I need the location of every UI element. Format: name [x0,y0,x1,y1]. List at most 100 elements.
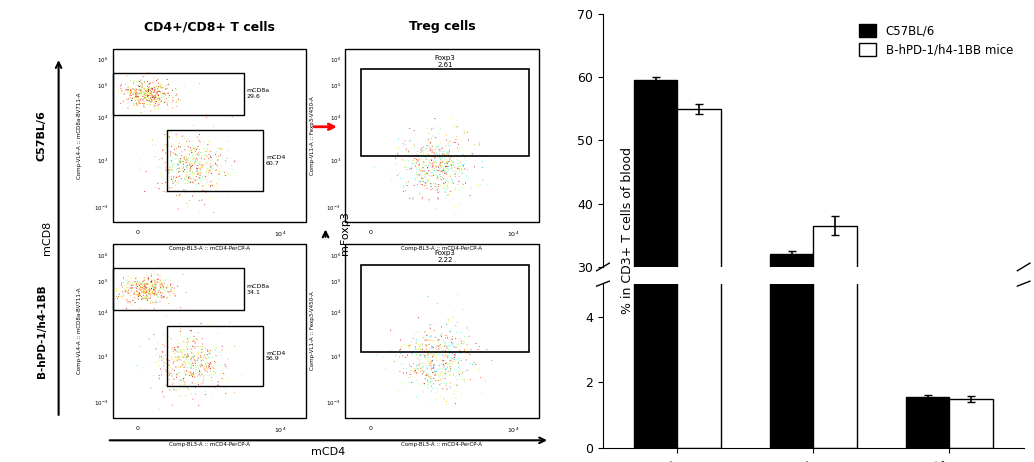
Point [219,190,236,198]
Point [225,82,242,90]
Point [390,151,406,158]
Point [418,182,434,189]
Point [148,291,164,298]
Point [136,78,153,85]
Point [432,342,449,349]
Point [457,204,474,211]
Point [403,346,420,353]
Point [518,141,535,149]
Point [276,383,293,390]
Point [203,164,219,171]
Point [522,411,539,419]
Point [118,172,134,179]
Point [436,349,453,356]
Point [404,373,421,380]
Point [199,158,215,165]
Point [440,361,457,368]
Point [195,376,212,383]
Point [437,360,454,367]
Text: Foxp3
2.22: Foxp3 2.22 [434,250,455,263]
Point [412,363,428,370]
Point [215,370,232,377]
Point [126,129,143,136]
Point [179,200,195,207]
Point [423,180,439,188]
Point [164,365,181,373]
Point [506,142,522,149]
Point [188,176,205,183]
Point [187,156,204,164]
Point [192,164,209,171]
Point [197,47,214,55]
Point [205,191,221,198]
Point [427,180,444,188]
Point [453,348,469,356]
Point [154,84,171,91]
Point [435,361,452,368]
Point [201,155,217,163]
Point [116,88,132,95]
Text: $10^5$: $10^5$ [330,82,341,91]
Point [170,295,186,302]
Point [357,203,373,210]
Point [401,125,418,132]
Point [123,287,140,295]
Point [199,365,215,372]
Point [189,369,206,376]
Point [429,389,446,396]
Point [185,395,202,403]
Point [224,215,241,223]
Point [177,362,193,370]
Point [163,243,180,250]
Point [341,108,358,116]
Point [119,103,135,111]
Point [372,261,389,268]
Point [454,165,470,173]
Point [132,100,149,107]
Point [438,359,455,367]
Point [175,155,191,163]
Point [463,67,480,75]
Point [115,279,131,286]
Point [114,283,130,291]
Point [434,167,451,174]
Point [451,173,467,180]
Point [421,355,437,363]
Point [164,290,181,297]
Point [168,387,184,394]
Point [150,286,166,293]
Point [455,365,472,372]
Point [128,86,145,93]
Point [141,290,157,297]
Point [240,206,256,213]
Point [176,358,192,365]
Point [173,349,189,357]
Point [210,182,226,189]
Point [455,169,472,176]
Point [389,95,405,102]
Point [115,97,131,105]
Point [444,335,460,342]
Point [131,290,148,298]
Point [472,168,488,175]
Point [161,367,178,375]
Point [437,370,454,377]
Point [131,97,148,105]
Point [240,123,256,131]
Point [443,366,459,374]
Point [261,70,277,77]
Point [431,249,448,257]
Point [480,372,496,380]
Point [158,176,175,183]
Point [436,184,453,191]
Bar [166,130,264,191]
Point [428,171,445,179]
Point [156,286,173,294]
Point [183,290,200,297]
Point [183,355,200,362]
Point [357,204,373,211]
Point [292,302,308,310]
Point [465,359,482,366]
Point [139,293,155,301]
Point [426,352,443,359]
